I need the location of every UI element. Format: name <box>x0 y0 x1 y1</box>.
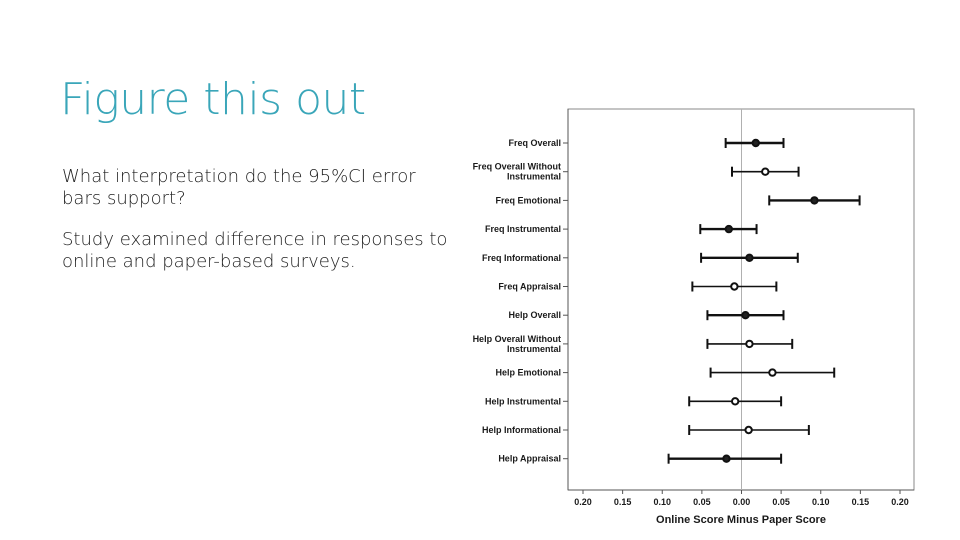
ci-row: Freq Emotional <box>495 195 861 206</box>
category-label: Instrumental <box>507 344 561 354</box>
category-label: Help Overall Without <box>473 334 561 344</box>
slide-title: Figure this out <box>60 74 366 125</box>
category-label: Freq Informational <box>482 253 561 263</box>
category-label: Freq Overall Without <box>473 162 561 172</box>
point-estimate <box>745 253 754 262</box>
category-label: Help Informational <box>482 425 561 435</box>
category-label: Freq Overall <box>508 138 561 148</box>
x-tick-label: 0.10 <box>653 497 671 507</box>
point-estimate <box>744 425 753 435</box>
point-estimate <box>761 167 770 176</box>
question-paragraph: What interpretation do the 95%CI error b… <box>62 166 416 209</box>
x-tick-label: 0.20 <box>891 497 909 507</box>
point-estimate <box>745 339 754 349</box>
x-tick-label: 0.00 <box>733 497 751 507</box>
ci-row: Freq Informational <box>482 253 799 263</box>
ci-row: Help Informational <box>482 425 810 435</box>
point-estimate <box>741 311 750 320</box>
x-tick-label: 0.05 <box>693 497 711 507</box>
category-label: Help Appraisal <box>498 454 561 464</box>
x-axis-title: Online Score Minus Paper Score <box>656 514 826 526</box>
category-label: Freq Instrumental <box>485 224 561 234</box>
category-label: Help Instrumental <box>485 396 561 406</box>
point-estimate <box>730 397 740 406</box>
category-label: Freq Appraisal <box>498 282 561 292</box>
ci-row: Help Overall <box>508 310 785 321</box>
point-estimate <box>724 224 734 234</box>
point-estimate <box>751 138 760 148</box>
ci-row: Freq Overall <box>508 138 785 148</box>
ci-row: Freq Instrumental <box>485 224 758 235</box>
x-tick-label: 0.05 <box>772 497 790 507</box>
x-tick-label: 0.20 <box>574 497 592 507</box>
point-estimate <box>730 282 739 291</box>
category-label: Freq Emotional <box>495 195 561 205</box>
ci-row: Freq Appraisal <box>498 281 778 292</box>
category-label: Instrumental <box>507 172 561 182</box>
category-label: Help Overall <box>508 310 561 320</box>
context-paragraph: Study examined difference in responses t… <box>62 229 448 272</box>
point-estimate <box>810 196 819 205</box>
category-label: Help Emotional <box>495 368 561 378</box>
x-tick-label: 0.15 <box>614 497 632 507</box>
ci-row: Help Emotional <box>495 367 836 378</box>
x-tick-label: 0.10 <box>812 497 830 507</box>
point-estimate <box>768 368 777 377</box>
ci-row: Help Instrumental <box>485 396 783 407</box>
ci-row: Help Appraisal <box>498 453 783 464</box>
point-estimate <box>722 454 731 463</box>
x-tick-label: 0.15 <box>852 497 870 507</box>
slide-body: What interpretation do the 95%CI error b… <box>62 166 457 292</box>
